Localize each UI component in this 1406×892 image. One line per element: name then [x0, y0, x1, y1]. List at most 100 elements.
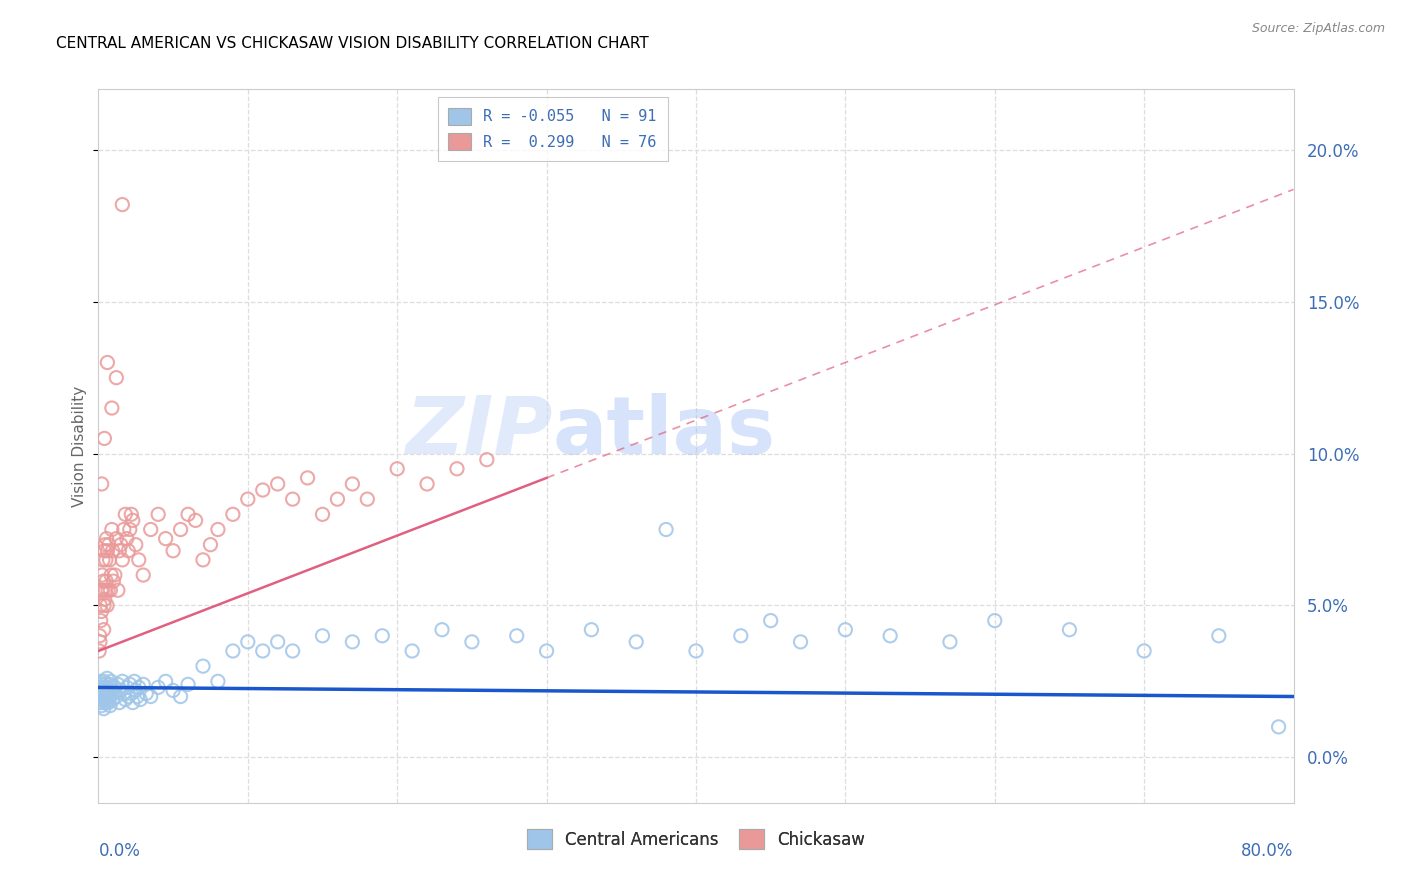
Point [191, 553, 214, 567]
Point [97, 683, 120, 698]
Point [90, 692, 112, 706]
Legend: Central Americans, Chickasaw: Central Americans, Chickasaw [517, 820, 875, 859]
Point [236, 492, 259, 507]
Point [789, 635, 811, 649]
Point [120, 686, 142, 700]
Point [222, 644, 245, 658]
Point [97, 583, 120, 598]
Point [93, 599, 115, 613]
Point [97, 696, 120, 710]
Point [97, 690, 120, 704]
Point [91, 677, 114, 691]
Point [162, 683, 184, 698]
Point [93, 701, 115, 715]
Text: 80.0%: 80.0% [1241, 842, 1294, 860]
Point [135, 686, 157, 700]
Point [112, 523, 135, 537]
Point [96, 532, 118, 546]
Point [127, 690, 149, 704]
Y-axis label: Vision Disability: Vision Disability [72, 385, 87, 507]
Point [385, 462, 409, 476]
Point [117, 690, 139, 704]
Point [96, 355, 118, 369]
Point [252, 644, 274, 658]
Point [655, 523, 678, 537]
Point [96, 599, 118, 613]
Point [93, 592, 115, 607]
Text: CENTRAL AMERICAN VS CHICKASAW VISION DISABILITY CORRELATION CHART: CENTRAL AMERICAN VS CHICKASAW VISION DIS… [56, 36, 650, 51]
Point [416, 477, 439, 491]
Point [89, 599, 111, 613]
Point [94, 696, 117, 710]
Point [169, 523, 191, 537]
Point [506, 629, 529, 643]
Point [169, 690, 191, 704]
Point [101, 401, 124, 415]
Point [128, 553, 150, 567]
Point [461, 635, 484, 649]
Point [128, 681, 150, 695]
Point [90, 583, 112, 598]
Point [121, 513, 143, 527]
Point [155, 674, 177, 689]
Point [177, 677, 200, 691]
Point [96, 686, 118, 700]
Point [834, 623, 856, 637]
Text: 0.0%: 0.0% [98, 842, 141, 860]
Point [326, 492, 349, 507]
Point [139, 523, 162, 537]
Point [311, 629, 333, 643]
Point [93, 543, 115, 558]
Point [879, 629, 901, 643]
Point [90, 605, 112, 619]
Point [984, 614, 1007, 628]
Point [191, 659, 214, 673]
Point [104, 568, 127, 582]
Point [101, 692, 124, 706]
Point [125, 683, 148, 698]
Point [162, 543, 184, 558]
Point [1208, 629, 1230, 643]
Point [89, 696, 111, 710]
Point [101, 543, 124, 558]
Point [115, 681, 138, 695]
Point [89, 644, 111, 658]
Point [89, 635, 111, 649]
Point [96, 574, 118, 588]
Point [401, 644, 423, 658]
Point [121, 696, 143, 710]
Point [96, 671, 118, 685]
Point [148, 681, 170, 695]
Point [89, 674, 111, 689]
Point [98, 553, 121, 567]
Point [91, 574, 114, 588]
Point [267, 635, 290, 649]
Point [118, 677, 141, 691]
Point [94, 690, 117, 704]
Point [759, 614, 782, 628]
Point [111, 553, 134, 567]
Point [114, 508, 136, 522]
Point [446, 462, 468, 476]
Point [93, 431, 115, 445]
Point [685, 644, 707, 658]
Point [252, 483, 274, 497]
Point [430, 623, 453, 637]
Point [200, 538, 222, 552]
Point [236, 635, 259, 649]
Point [1059, 623, 1081, 637]
Point [281, 644, 304, 658]
Point [90, 686, 112, 700]
Point [281, 492, 304, 507]
Point [93, 686, 115, 700]
Point [111, 674, 134, 689]
Point [112, 686, 135, 700]
Point [93, 692, 115, 706]
Point [100, 674, 122, 689]
Point [114, 692, 136, 706]
Point [91, 696, 114, 710]
Point [125, 538, 148, 552]
Point [97, 681, 120, 695]
Point [89, 629, 111, 643]
Point [117, 543, 139, 558]
